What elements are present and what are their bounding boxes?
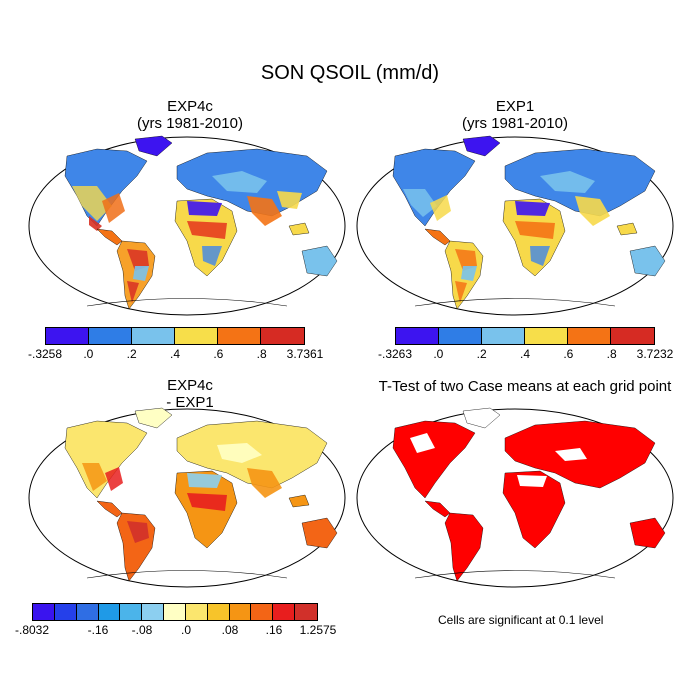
colorbar-tick-label: .0 bbox=[180, 623, 192, 637]
panel-title-exp4c: EXP4c (yrs 1981-2010) bbox=[30, 98, 350, 132]
colorbar-segment bbox=[207, 604, 230, 620]
colorbar-segment bbox=[273, 604, 296, 620]
colorbar-segment bbox=[439, 328, 482, 344]
colorbar-segment bbox=[295, 604, 317, 620]
colorbar-tick-label: .0 bbox=[83, 347, 94, 361]
panel-title-line1: EXP1 bbox=[495, 98, 535, 115]
panel-title-line2: - EXP1 bbox=[166, 394, 214, 411]
colorbar-segment bbox=[98, 604, 121, 620]
colorbar-tick-label: -.8032 bbox=[14, 623, 50, 637]
map-exp4c bbox=[27, 131, 347, 321]
colorbar-segment bbox=[482, 328, 525, 344]
panel-title-exp1: EXP1 (yrs 1981-2010) bbox=[355, 98, 675, 132]
map-difference bbox=[27, 403, 347, 593]
colorbar-difference bbox=[32, 603, 318, 621]
colorbar-tick-label: .4 bbox=[519, 347, 531, 361]
colorbar-segment bbox=[132, 328, 175, 344]
colorbar-tick-label: .16 bbox=[265, 623, 283, 637]
panel-title-difference: EXP4c - EXP1 bbox=[30, 377, 350, 411]
colorbar-segment bbox=[185, 604, 208, 620]
colorbar-segment bbox=[46, 328, 89, 344]
colorbar-tick-label: .2 bbox=[476, 347, 487, 361]
panel-title-line1: T-Test of two Case means at each grid po… bbox=[378, 378, 672, 395]
figure-title: SON QSOIL (mm/d) bbox=[260, 62, 440, 84]
colorbar-difference-labels: -.8032 -.16 -.08 .0 .08 .16 1.2575 bbox=[15, 623, 336, 639]
colorbar-segment bbox=[568, 328, 611, 344]
colorbar-exp1-labels: -.3263 .0 .2 .4 .6 .8 3.7232 bbox=[378, 347, 673, 363]
colorbar-tick-label: -.08 bbox=[131, 623, 153, 637]
colorbar-segment bbox=[120, 604, 143, 620]
colorbar-segment bbox=[611, 328, 654, 344]
colorbar-exp1 bbox=[395, 327, 655, 345]
colorbar-segment bbox=[218, 328, 261, 344]
colorbar-segment bbox=[251, 604, 274, 620]
colorbar-tick-label: .0 bbox=[433, 347, 444, 361]
map-exp1 bbox=[355, 131, 675, 321]
panel-title-ttest: T-Test of two Case means at each grid po… bbox=[355, 378, 695, 395]
significance-note: Cells are significant at 0.1 level bbox=[438, 613, 604, 627]
colorbar-tick-label: .8 bbox=[256, 347, 267, 361]
colorbar-segment bbox=[76, 604, 99, 620]
panel-title-line2: (yrs 1981-2010) bbox=[137, 115, 243, 132]
colorbar-segment bbox=[229, 604, 252, 620]
colorbar-tick-label: .2 bbox=[126, 347, 137, 361]
colorbar-segment bbox=[261, 328, 304, 344]
colorbar-tick-label: -.3258 bbox=[27, 347, 63, 361]
colorbar-tick-label: -.3263 bbox=[377, 347, 413, 361]
colorbar-segment bbox=[54, 604, 77, 620]
panel-title-line1: EXP4c bbox=[167, 98, 213, 115]
colorbar-tick-label: .4 bbox=[169, 347, 181, 361]
colorbar-segment bbox=[142, 604, 165, 620]
colorbar-segment bbox=[396, 328, 439, 344]
colorbar-segment bbox=[164, 604, 186, 620]
colorbar-segment bbox=[525, 328, 568, 344]
colorbar-tick-label: 3.7232 bbox=[636, 347, 674, 361]
colorbar-exp4c-labels: -.3258 .0 .2 .4 .6 .8 3.7361 bbox=[28, 347, 323, 363]
map-ttest bbox=[355, 403, 675, 593]
colorbar-tick-label: 3.7361 bbox=[286, 347, 324, 361]
colorbar-tick-label: .6 bbox=[213, 347, 224, 361]
colorbar-segment bbox=[33, 604, 55, 620]
colorbar-exp4c bbox=[45, 327, 305, 345]
colorbar-tick-label: 1.2575 bbox=[299, 623, 337, 637]
colorbar-segment bbox=[175, 328, 218, 344]
colorbar-tick-label: .08 bbox=[221, 623, 239, 637]
panel-title-line2: (yrs 1981-2010) bbox=[462, 115, 568, 132]
colorbar-segment bbox=[89, 328, 132, 344]
colorbar-tick-label: .8 bbox=[606, 347, 617, 361]
panel-title-line1: EXP4c bbox=[167, 377, 213, 394]
colorbar-tick-label: .6 bbox=[563, 347, 574, 361]
colorbar-tick-label: -.16 bbox=[87, 623, 109, 637]
